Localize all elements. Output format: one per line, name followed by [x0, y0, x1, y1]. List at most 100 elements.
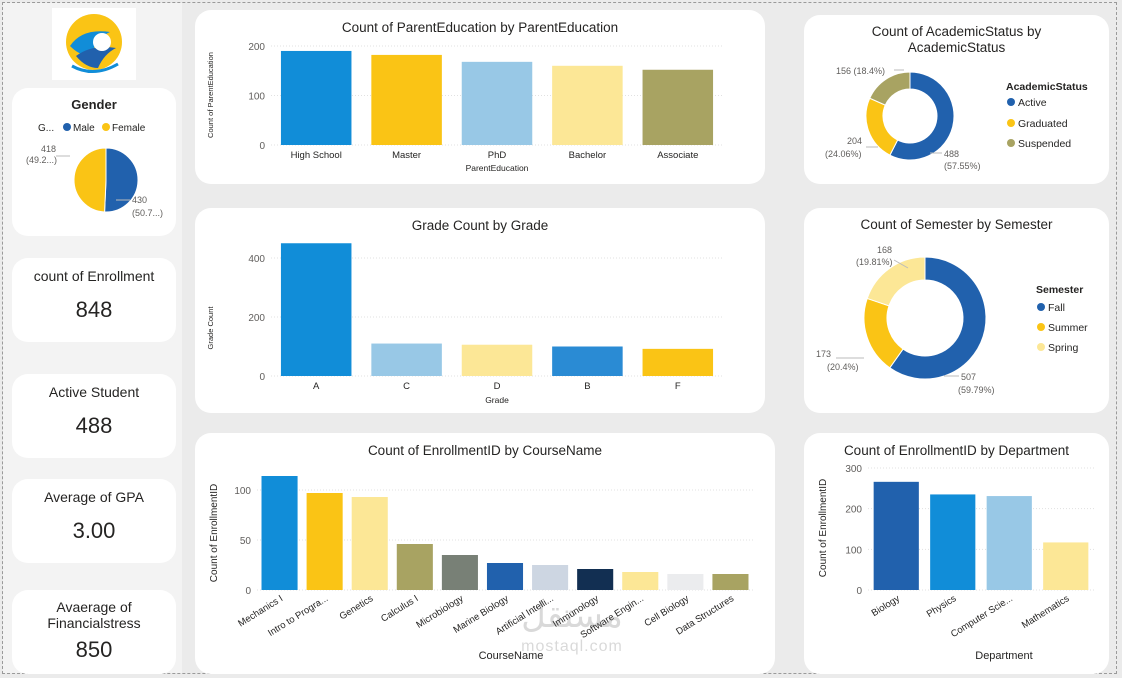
legend-label-suspended[interactable]: Suspended	[1018, 138, 1071, 150]
bar[interactable]	[986, 496, 1032, 590]
kpi-title-gpa: Average of GPA	[44, 489, 144, 505]
course-card: Count of EnrollmentID by CourseName 0 50 1…	[195, 433, 775, 674]
y-axis-title: Count of EnrollmentID	[209, 484, 220, 582]
gender-legend-title: G...	[38, 123, 54, 134]
parent-education-bar-chart[interactable]: 0 100 200 High School Master PhD Bachelor Assoc…	[195, 10, 765, 184]
data-label-summer-pct: (20.4%)	[827, 362, 859, 372]
legend-label-graduated[interactable]: Graduated	[1018, 118, 1068, 130]
y-tick-label: 400	[248, 254, 265, 265]
legend-marker-suspended	[1007, 139, 1015, 147]
bar[interactable]	[371, 343, 442, 376]
legend-label-fall[interactable]: Fall	[1048, 302, 1065, 314]
x-tick-label: Computer Scie...	[949, 593, 1015, 640]
semester-slice-spring[interactable]	[866, 256, 926, 307]
gender-pie-chart[interactable]: G... Male Female 418 (49.2...) 430 (50.7…	[12, 88, 176, 236]
legend-marker-male	[63, 123, 71, 131]
x-tick-label: B	[584, 381, 590, 392]
y-axis-title: Count of EnrollmentID	[818, 479, 829, 577]
x-axis-title: CourseName	[479, 650, 544, 662]
bar[interactable]	[552, 346, 623, 377]
bar[interactable]	[873, 481, 919, 590]
gender-card: Gender G... Male Female 418 (49.2...) 43…	[12, 88, 176, 236]
bar[interactable]	[461, 344, 533, 376]
parent-education-title: Count of ParentEducation by ParentEducat…	[341, 20, 619, 35]
x-axis-title: Department	[975, 650, 1032, 662]
y-tick-label: 0	[259, 141, 265, 152]
semester-slice-summer[interactable]	[863, 297, 904, 369]
bar[interactable]	[371, 54, 442, 145]
bar[interactable]	[552, 65, 623, 145]
bar[interactable]	[280, 50, 352, 146]
bar[interactable]	[306, 493, 343, 590]
legend-marker-female	[102, 123, 110, 131]
academic-status-donut-chart[interactable]: 156 (18.4%) 204 (24.06%) 488 (57.55%) Ac…	[804, 15, 1109, 184]
x-tick-label: High School	[291, 150, 342, 161]
legend-marker-fall	[1037, 303, 1045, 311]
legend-label-active[interactable]: Active	[1018, 97, 1047, 109]
semester-slice-fall[interactable]	[889, 256, 987, 380]
academic-status-slice-suspended[interactable]	[869, 71, 911, 106]
bar[interactable]	[622, 572, 659, 590]
kpi-value-gpa: 3.00	[72, 518, 116, 543]
gender-slice-female[interactable]	[73, 147, 107, 213]
kpi-value-active-student: 488	[75, 413, 113, 438]
course-title: Count of EnrollmentID by CourseName	[367, 443, 603, 458]
bar[interactable]	[461, 61, 533, 146]
bar[interactable]	[261, 476, 298, 590]
y-tick-label: 300	[845, 464, 862, 475]
gender-slice-male[interactable]	[104, 147, 139, 213]
kpi-card-enrollment: count of Enrollment 848	[12, 258, 176, 342]
x-axis-title: Grade	[485, 395, 509, 405]
department-card: Count of EnrollmentID by Department 0 100…	[804, 433, 1109, 674]
grade-bar-chart[interactable]: 0 200 400 A C D B F Grade Grade Count	[195, 208, 765, 413]
x-tick-label: Genetics	[338, 593, 376, 622]
semester-title: Count of Semester by Semester	[860, 217, 1053, 232]
legend-label-summer[interactable]: Summer	[1048, 322, 1088, 334]
x-tick-label: Mathematics	[1020, 593, 1072, 631]
bar[interactable]	[712, 574, 749, 590]
x-tick-label: Master	[392, 150, 421, 161]
kpi-title-financial-stress-line1: Avaerage of	[56, 599, 132, 615]
bar[interactable]	[351, 497, 388, 590]
kpi-card-gpa: Average of GPA 3.00	[12, 479, 176, 563]
legend-label-female[interactable]: Female	[112, 123, 146, 134]
data-label-female-pct: (49.2...)	[26, 155, 57, 165]
data-label-female-count: 418	[41, 144, 56, 154]
x-tick-label: D	[494, 381, 501, 392]
legend-label-spring[interactable]: Spring	[1048, 342, 1079, 354]
data-label-graduated-count: 204	[847, 136, 862, 146]
y-tick-label: 0	[259, 372, 265, 383]
department-title: Count of EnrollmentID by Department	[843, 443, 1070, 458]
bar[interactable]	[486, 563, 524, 590]
legend-marker-graduated	[1007, 119, 1015, 127]
bar[interactable]	[577, 569, 614, 590]
gender-title: Gender	[71, 97, 117, 112]
kpi-title-enrollment: count of Enrollment	[33, 268, 155, 284]
x-tick-label: Physics	[925, 593, 959, 620]
legend-title-semester: Semester	[1036, 284, 1083, 296]
bar[interactable]	[667, 574, 704, 590]
legend-label-male[interactable]: Male	[73, 123, 95, 134]
parent-education-card: Count of ParentEducation by ParentEducat…	[195, 10, 765, 184]
legend-marker-spring	[1037, 343, 1045, 351]
y-tick-label: 200	[248, 42, 265, 53]
y-axis-title: Count of ParentEducation	[206, 52, 215, 138]
bar[interactable]	[396, 544, 433, 590]
bar[interactable]	[280, 243, 352, 376]
bar[interactable]	[642, 69, 714, 145]
semester-donut-chart[interactable]: 168 (19.81%) 173 (20.4%) 507 (59.79%) Se…	[804, 208, 1109, 413]
bar[interactable]	[1043, 542, 1089, 590]
grade-title: Grade Count by Grade	[411, 218, 549, 233]
y-tick-label: 100	[234, 486, 251, 497]
bar[interactable]	[642, 348, 714, 376]
bar[interactable]	[930, 494, 976, 590]
y-tick-label: 200	[845, 505, 862, 516]
bar[interactable]	[441, 555, 478, 590]
data-label-suspended: 156 (18.4%)	[836, 66, 885, 76]
bar[interactable]	[532, 565, 569, 590]
academic-status-slice-active[interactable]	[889, 71, 955, 161]
data-label-spring-pct: (19.81%)	[856, 257, 893, 267]
data-label-active-count: 488	[944, 149, 959, 159]
